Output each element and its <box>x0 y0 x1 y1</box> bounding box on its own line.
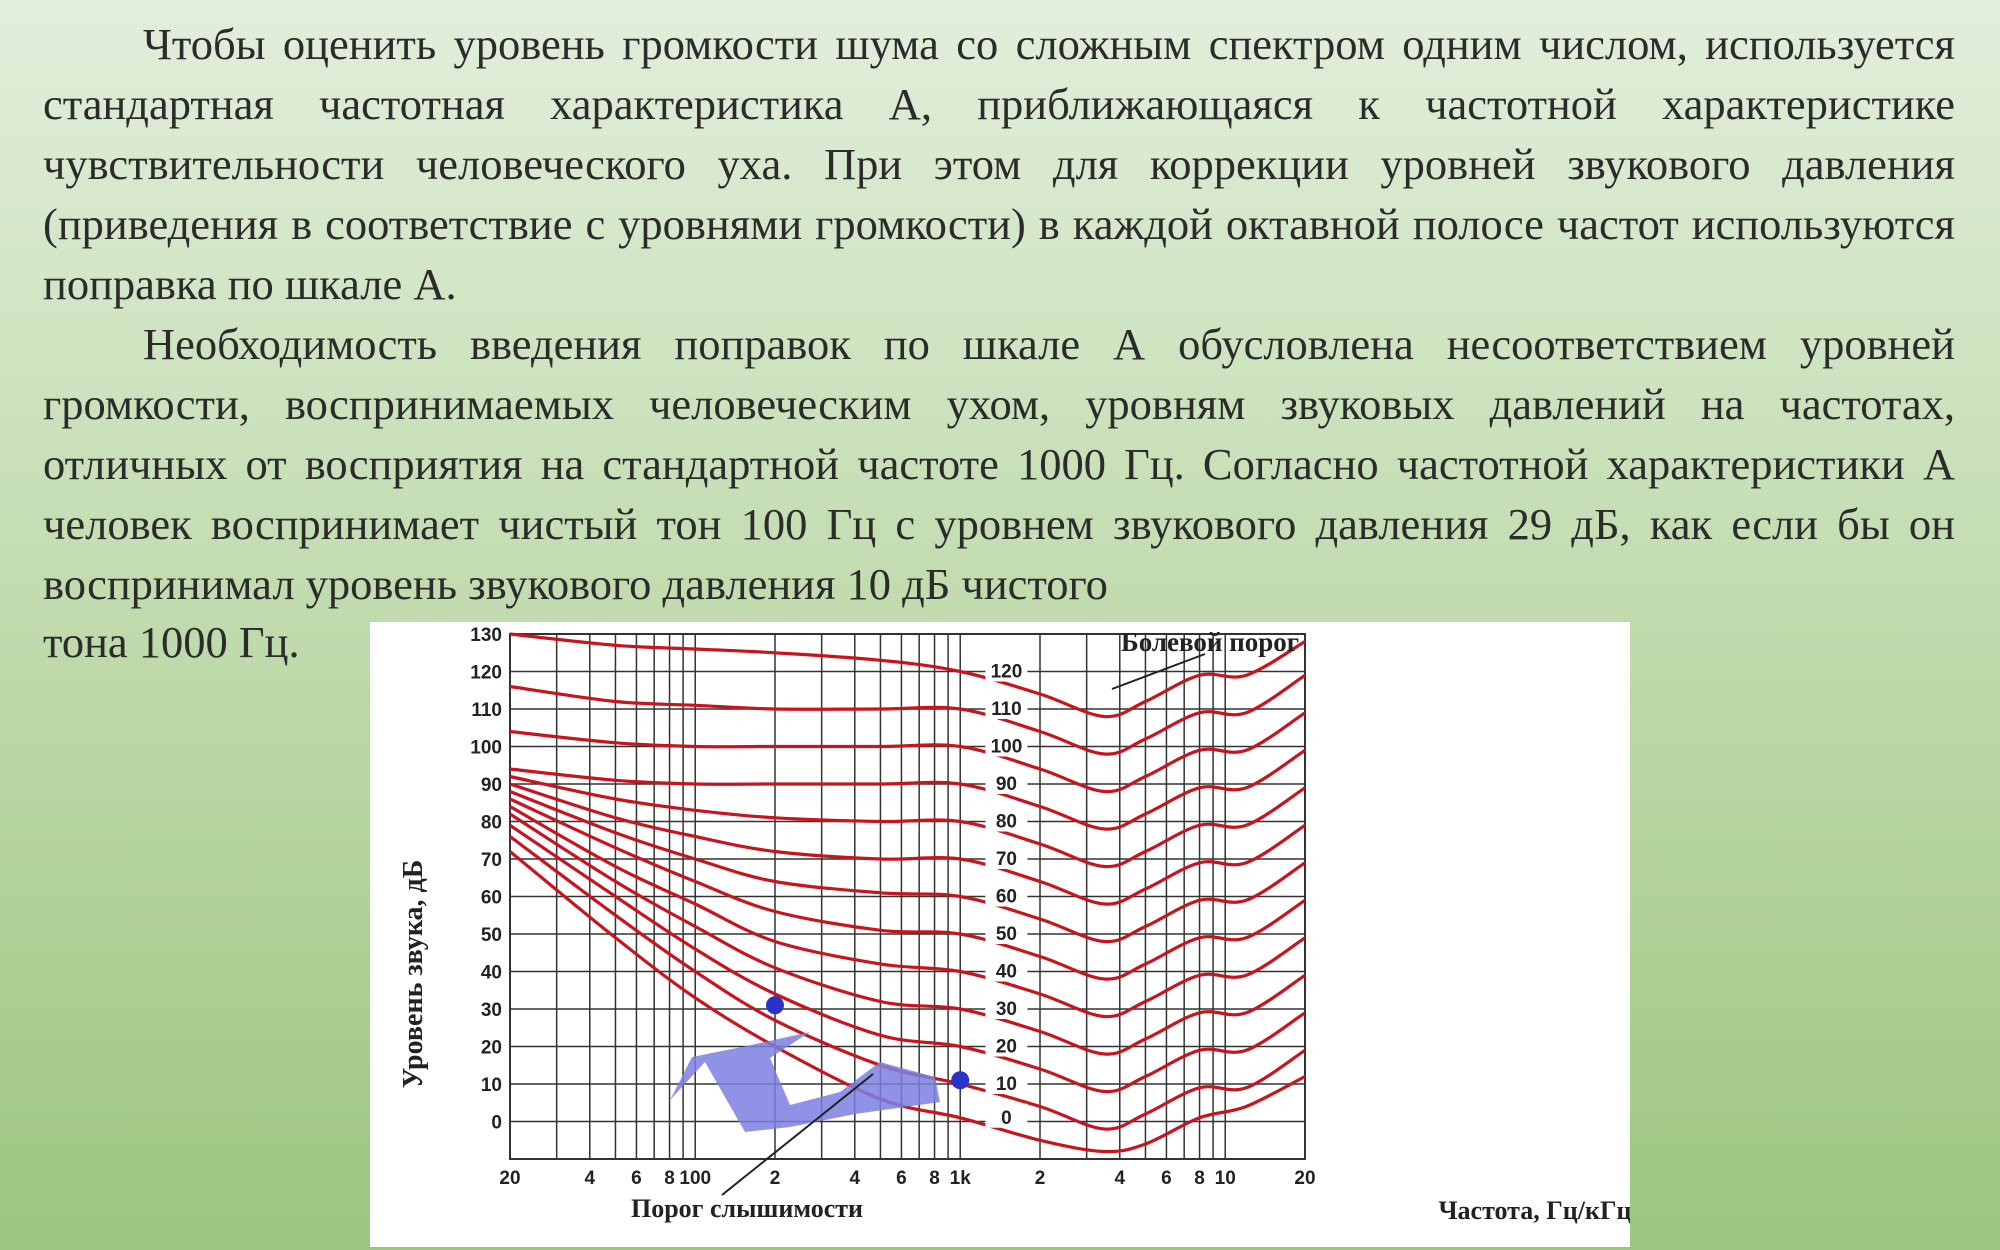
highlight-point <box>951 1071 970 1090</box>
slide-text: Чтобы оценить уровень громкости шума со … <box>43 14 1955 614</box>
loudness-curve <box>509 805 1306 1019</box>
phon-label: 30 <box>996 999 1017 1020</box>
loudness-curve <box>509 632 1306 719</box>
chart-svg: Уровень звука, дБ Частота, Гц/кГц Болево… <box>398 625 1630 1225</box>
phon-label: 80 <box>996 812 1017 833</box>
phon-label-bg <box>985 1103 1028 1128</box>
curves <box>508 632 1306 1154</box>
x-tick-label: 4 <box>1114 1168 1125 1189</box>
paragraph-2: Необходимость введения поправок по шкале… <box>43 319 1955 609</box>
x-tick-label: 100 <box>679 1168 711 1189</box>
phon-label: 120 <box>991 662 1023 683</box>
phon-label: 70 <box>996 849 1017 870</box>
y-tick-label: 100 <box>470 738 502 759</box>
x-tick-label: 8 <box>1194 1168 1205 1189</box>
phon-label-bg <box>985 957 1028 982</box>
hearing-threshold-label: Порог слышимости <box>631 1194 863 1223</box>
blue-arrow-marker <box>670 1032 940 1132</box>
y-tick-label: 30 <box>481 1000 502 1021</box>
loudness-curve <box>509 790 1306 944</box>
pain-threshold-label: Болевой порог <box>1121 627 1299 657</box>
x-tick-label: 6 <box>631 1168 642 1189</box>
loudness-curve <box>509 711 1306 794</box>
loudness-curve <box>509 782 1306 906</box>
x-tick-label: 1k <box>950 1168 972 1189</box>
x-tick-label: 2 <box>770 1168 781 1189</box>
labels: Уровень звука, дБ Частота, Гц/кГц Болево… <box>398 627 1630 1225</box>
phon-label-bg <box>985 770 1028 794</box>
y-tick-label: 120 <box>470 663 502 684</box>
phon-label: 20 <box>996 1037 1017 1058</box>
y-tick-label: 40 <box>481 963 502 984</box>
phon-label-bg <box>985 807 1028 832</box>
phon-label: 10 <box>996 1074 1017 1095</box>
overlay <box>670 1032 940 1132</box>
markers <box>766 996 970 1090</box>
y-tick-label: 0 <box>491 1113 502 1134</box>
x-tick-label: 6 <box>896 1168 907 1189</box>
loudness-curve <box>508 850 1306 1154</box>
phon-label-bg <box>985 1032 1028 1057</box>
y-tick-label: 80 <box>481 813 502 834</box>
phon-label: 100 <box>991 737 1023 758</box>
x-tick-label: 8 <box>929 1168 940 1189</box>
highlight-point <box>766 996 784 1015</box>
phon-label-bg <box>985 995 1028 1019</box>
y-tick-label: 20 <box>481 1038 502 1059</box>
x-tick-label: 4 <box>584 1168 595 1189</box>
loudness-curve <box>509 774 1306 869</box>
x-tick-label: 6 <box>1161 1168 1172 1189</box>
loudness-curve <box>509 812 1306 1056</box>
y-tick-label: 130 <box>470 625 502 646</box>
phon-label: 60 <box>996 887 1017 908</box>
phon-label-bg <box>985 920 1028 944</box>
loudness-curve <box>509 748 1306 831</box>
phon-label: 50 <box>996 924 1017 945</box>
y-tick-label: 60 <box>481 888 502 909</box>
phon-label-bg <box>985 657 1028 682</box>
loudness-curve <box>509 797 1306 981</box>
phon-label-bg <box>985 845 1028 869</box>
phon-label-bg <box>985 695 1028 719</box>
phon-label-bg <box>985 732 1028 757</box>
loudness-curve <box>509 823 1306 1094</box>
phon-label: 40 <box>996 962 1017 983</box>
x-axis-label: Частота, Гц/кГц <box>1438 1196 1630 1225</box>
phon-label-bg <box>985 1070 1028 1094</box>
y-axis-label: Уровень звука, дБ <box>398 860 429 1088</box>
x-tick-label: 20 <box>1294 1168 1315 1189</box>
y-tick-label: 10 <box>481 1075 502 1096</box>
pain-threshold-pointer <box>1111 653 1206 690</box>
phon-label: 110 <box>991 699 1022 720</box>
x-tick-label: 8 <box>664 1168 675 1189</box>
equal-loudness-chart: Уровень звука, дБ Частота, Гц/кГц Болево… <box>370 622 1630 1247</box>
phon-label: 0 <box>1001 1108 1012 1129</box>
loudness-curve <box>509 673 1306 756</box>
y-tick-label: 110 <box>471 700 502 721</box>
phon-label-bg <box>985 882 1028 907</box>
y-tick-label: 50 <box>481 925 502 946</box>
phon-label: 90 <box>996 774 1017 795</box>
x-tick-label: 2 <box>1035 1168 1046 1189</box>
paragraph-1: Чтобы оценить уровень громкости шума со … <box>43 19 1955 309</box>
hearing-threshold-pointer <box>721 1073 874 1196</box>
x-tick-label: 4 <box>849 1168 860 1189</box>
x-tick-label: 10 <box>1215 1168 1236 1189</box>
paragraph-2-tail: тона 1000 Гц. <box>43 617 300 667</box>
y-tick-label: 90 <box>481 775 502 796</box>
x-tick-label: 20 <box>499 1168 520 1189</box>
y-tick-label: 70 <box>481 850 502 871</box>
